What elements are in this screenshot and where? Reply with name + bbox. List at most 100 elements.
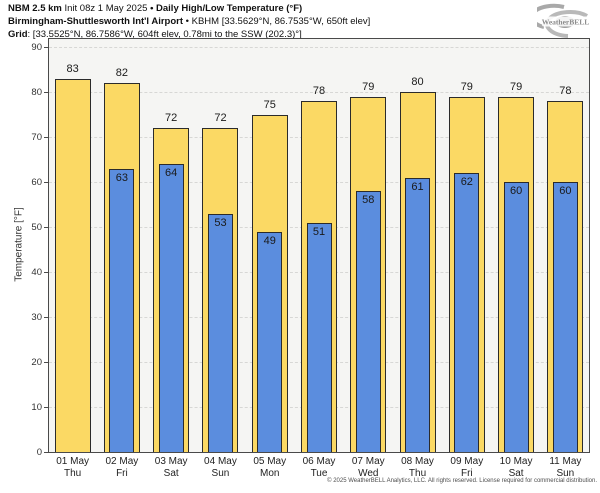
x-tick-date: 05 May [253, 456, 287, 467]
y-tick-mark [44, 92, 48, 93]
x-tick-day: Fri [116, 468, 128, 479]
low-value-label: 63 [115, 171, 129, 184]
header-line-2: Birmingham-Shuttlesworth Int'l Airport •… [8, 15, 370, 28]
gridline [49, 47, 589, 48]
y-tick-mark [44, 272, 48, 273]
x-tick-label: 01 May Thu [43, 456, 103, 480]
high-bar [54, 78, 91, 452]
grid-coords: : [33.5525°N, 86.7586°W, 604ft elev, 0.7… [27, 29, 302, 40]
x-tick-label: 10 May Sat [486, 456, 546, 480]
high-value-label: 79 [460, 80, 473, 93]
header-line-3: Grid: [33.5525°N, 86.7586°W, 604ft elev,… [8, 28, 370, 41]
x-tick-date: 07 May [351, 456, 385, 467]
x-tick-label: 02 May Fri [92, 456, 152, 480]
low-value-label: 61 [411, 180, 424, 193]
y-tick-label: 20 [31, 356, 42, 368]
y-tick-label: 70 [31, 131, 42, 143]
x-tick-date: 08 May [401, 456, 434, 467]
x-tick-date: 09 May [450, 456, 484, 467]
x-tick-day: Mon [259, 468, 280, 479]
low-value-label: 64 [165, 167, 178, 179]
high-value-label: 83 [66, 62, 79, 75]
x-tick-day: Tue [310, 468, 328, 479]
low-bar [552, 182, 578, 452]
x-tick-date: 04 May [204, 456, 237, 467]
y-tick-mark [44, 362, 48, 363]
init-time: Init 08z 1 May 2025 [61, 3, 151, 14]
high-value-label: 79 [362, 80, 375, 93]
x-tick-label: 03 May Sat [141, 456, 201, 480]
x-tick-day: Sat [163, 468, 179, 479]
y-tick-mark [44, 137, 48, 138]
x-tick-label: 04 May Sun [190, 456, 250, 480]
x-tick-day: Thu [408, 468, 427, 479]
high-value-label: 75 [263, 98, 276, 111]
x-tick-day: Fri [460, 468, 473, 479]
x-tick-date: 11 May [549, 456, 582, 467]
copyright-notice: © 2025 WeatherBELL Analytics, LLC. All r… [327, 478, 597, 484]
y-axis-title: Temperature [°F] [13, 207, 25, 282]
x-tick-label: 05 May Mon [240, 456, 300, 480]
low-bar [306, 222, 332, 452]
x-tick-date: 10 May [499, 456, 533, 467]
high-value-label: 80 [411, 76, 424, 88]
low-bar [109, 168, 135, 452]
low-value-label: 60 [509, 185, 523, 197]
y-tick-label: 10 [31, 401, 42, 413]
low-value-label: 60 [559, 185, 572, 197]
low-bar [405, 177, 431, 452]
high-value-label: 78 [559, 85, 572, 97]
y-tick-mark [44, 182, 48, 183]
low-value-label: 62 [460, 176, 473, 188]
header-line-1: NBM 2.5 km Init 08z 1 May 2025 • Daily H… [8, 2, 370, 15]
y-tick-mark [44, 227, 48, 228]
logo-text: WeatherBELL [542, 18, 590, 27]
chart-header: NBM 2.5 km Init 08z 1 May 2025 • Daily H… [8, 2, 370, 41]
model-name: NBM 2.5 km [8, 3, 62, 14]
y-tick-mark [44, 317, 48, 318]
x-tick-date: 06 May [302, 456, 336, 467]
x-tick-label: 06 May Tue [289, 456, 349, 480]
grid-label: Grid [8, 29, 28, 40]
y-tick-label: 40 [31, 266, 42, 278]
x-tick-date: 01 May [56, 456, 90, 467]
x-tick-label: 09 May Fri [437, 456, 497, 480]
y-tick-mark [44, 452, 48, 453]
low-bar [158, 164, 184, 452]
x-tick-label: 07 May Wed [338, 456, 398, 480]
high-value-label: 72 [214, 112, 227, 124]
x-tick-day: Sat [508, 468, 524, 479]
y-tick-label: 50 [31, 221, 42, 233]
low-value-label: 53 [214, 216, 227, 229]
x-tick-day: Thu [64, 468, 82, 479]
station-coords: • KBHM [33.5629°N, 86.7535°W, 650ft elev… [183, 16, 371, 27]
y-tick-mark [44, 47, 48, 48]
x-tick-day: Sun [211, 468, 230, 479]
x-tick-date: 02 May [105, 456, 139, 467]
x-tick-day: Wed [358, 468, 379, 479]
y-tick-mark [44, 407, 48, 408]
high-value-label: 78 [312, 85, 326, 97]
high-value-label: 82 [115, 67, 129, 79]
high-value-label: 72 [165, 112, 178, 124]
x-tick-label: 11 May Sun [535, 456, 595, 480]
low-bar [503, 182, 529, 452]
y-tick-label: 0 [36, 446, 42, 458]
low-bar [355, 191, 381, 452]
low-value-label: 49 [263, 234, 276, 247]
low-bar [257, 231, 283, 452]
y-tick-label: 90 [31, 41, 42, 53]
low-bar [207, 213, 233, 452]
station-name: Birmingham-Shuttlesworth Int'l Airport [8, 16, 184, 27]
gridline [49, 92, 589, 93]
y-tick-label: 60 [31, 176, 42, 188]
x-tick-label: 08 May Thu [388, 456, 448, 480]
y-tick-label: 30 [31, 311, 42, 323]
low-value-label: 51 [312, 225, 326, 238]
low-value-label: 58 [362, 194, 375, 206]
x-tick-date: 03 May [154, 456, 188, 467]
chart-title: • Daily High/Low Temperature (°F) [150, 3, 303, 14]
high-value-label: 79 [509, 80, 523, 93]
